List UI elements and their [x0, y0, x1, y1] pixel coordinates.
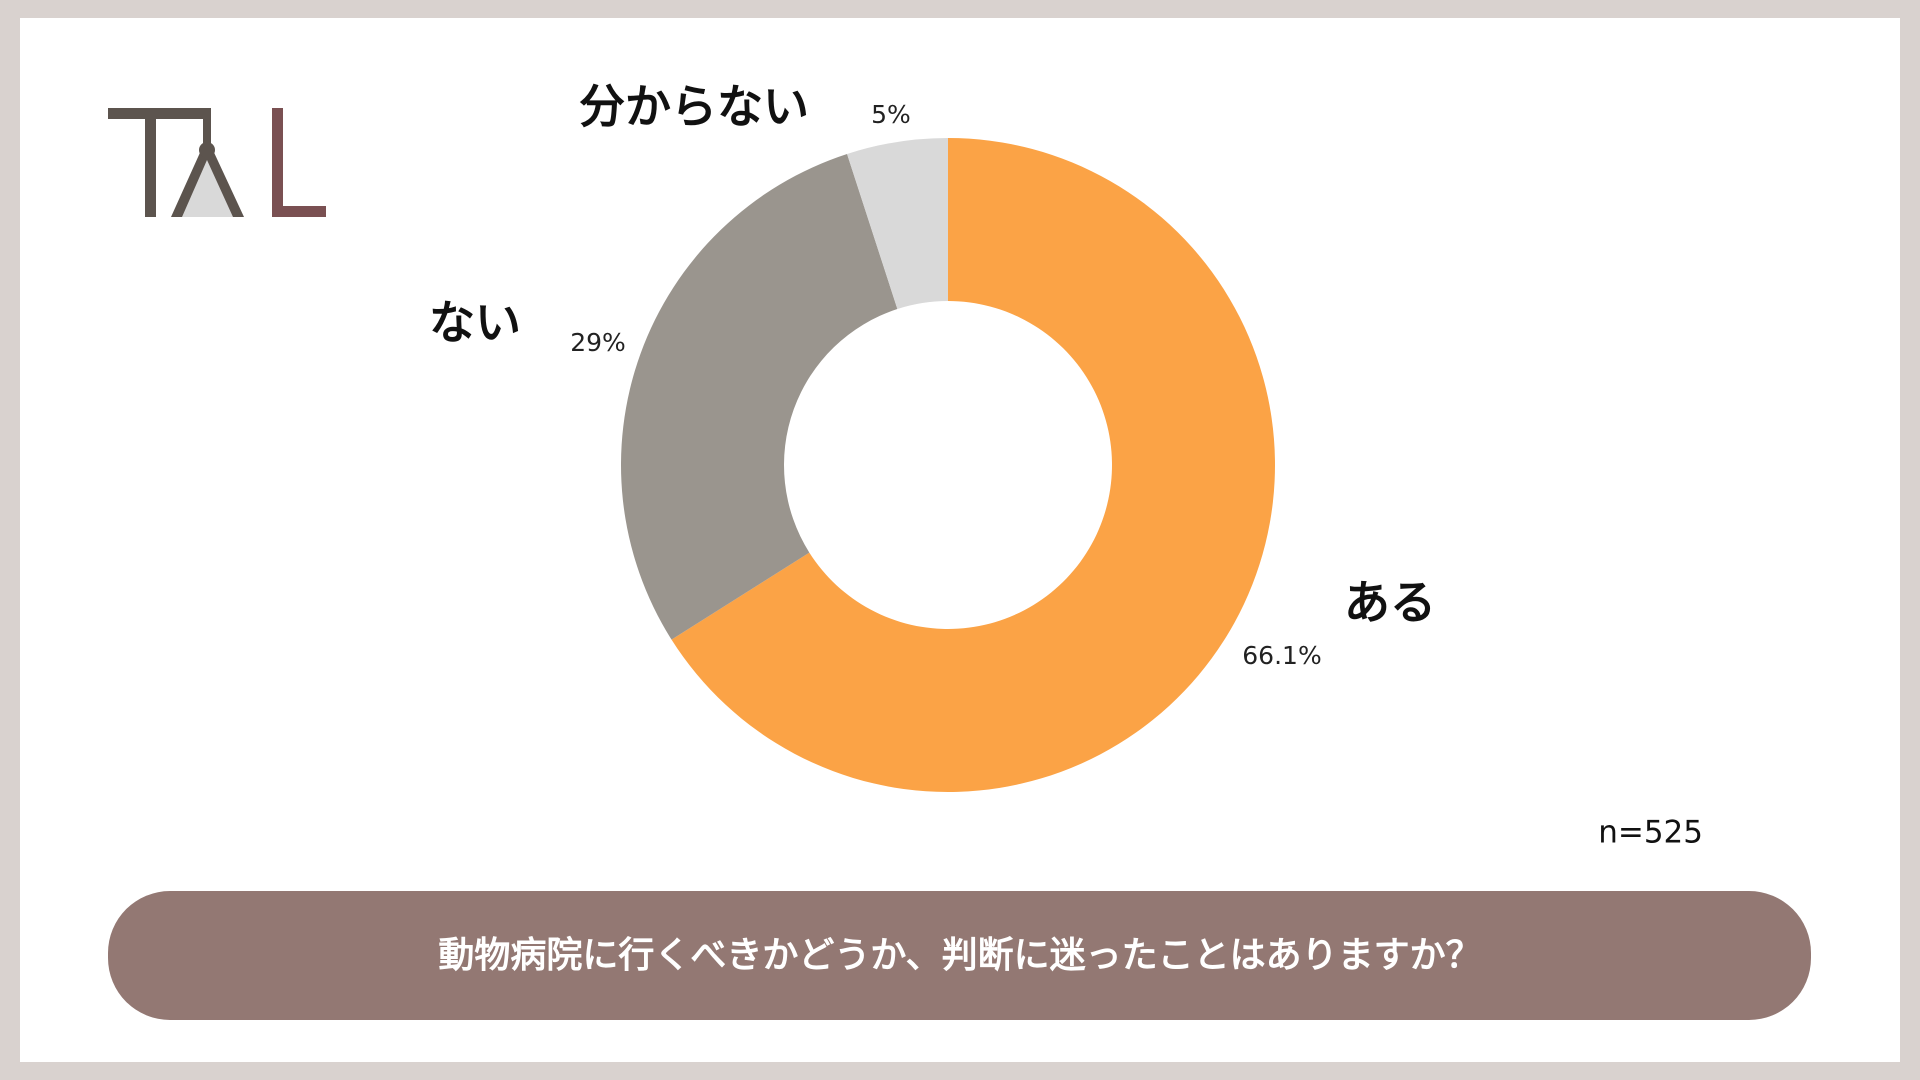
logo	[108, 108, 326, 217]
chart-title: 動物病院に行くべきかどうか、判断に迷ったことはありますか？	[438, 935, 1481, 976]
category-label: 分からない	[579, 80, 809, 134]
logo-t-stem	[145, 108, 156, 217]
logo-l-stem	[272, 108, 283, 217]
donut-slice	[621, 153, 898, 640]
donut-slice	[671, 138, 1275, 792]
value-label: 5%	[871, 100, 911, 129]
category-label: ない	[429, 296, 521, 350]
question-bar	[108, 891, 1811, 1020]
logo-a	[171, 108, 244, 217]
logo-l-foot	[272, 206, 326, 217]
value-label: 66.1%	[1242, 641, 1321, 670]
category-label: ある	[1344, 576, 1436, 630]
value-label: 29%	[570, 328, 626, 357]
donut	[621, 138, 1275, 792]
logo-t-bar	[108, 108, 208, 119]
logo-a-dot	[199, 142, 215, 158]
donut-slice	[847, 138, 948, 310]
sample-size: n=525	[1598, 815, 1703, 851]
logo-a-fill	[180, 146, 238, 217]
